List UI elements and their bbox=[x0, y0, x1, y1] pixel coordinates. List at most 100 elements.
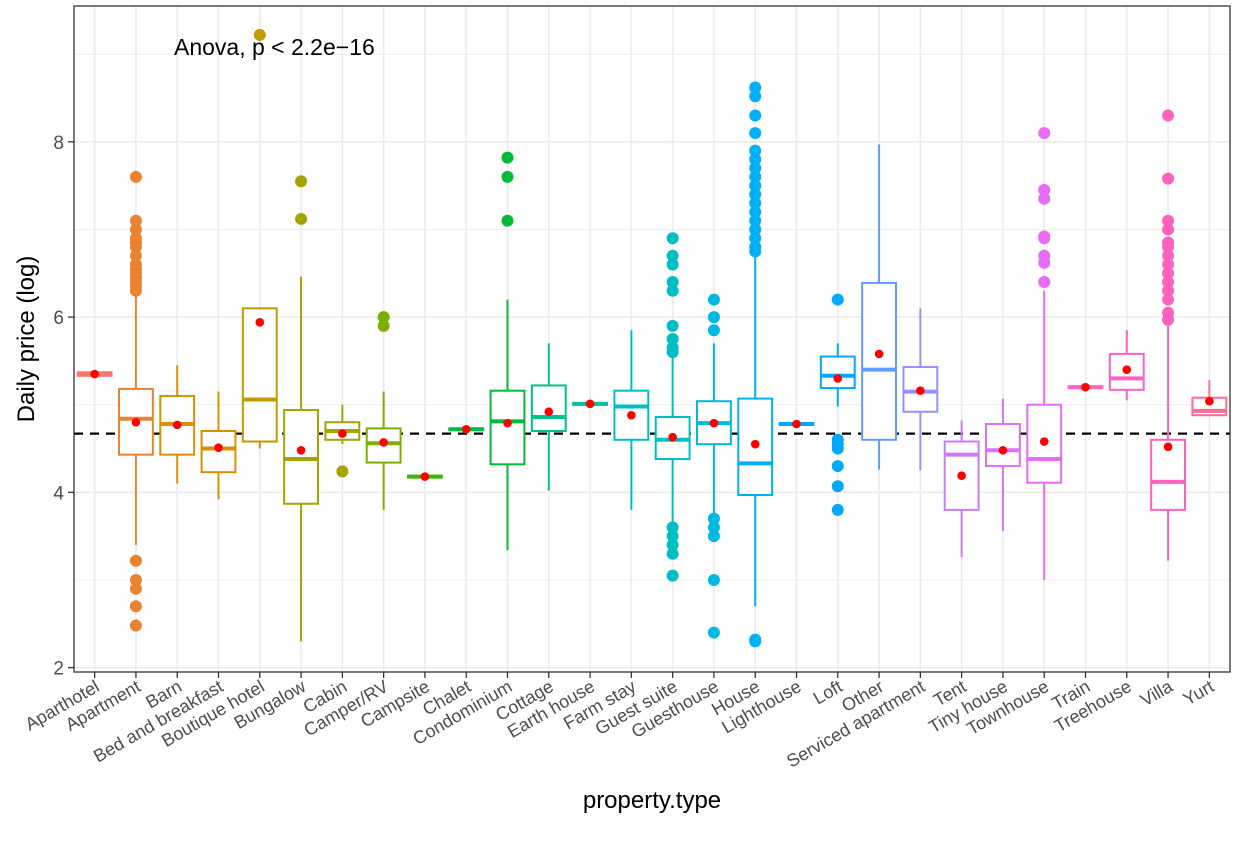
mean-point bbox=[379, 438, 388, 447]
outlier-point bbox=[831, 293, 844, 306]
outlier-point bbox=[1038, 184, 1051, 197]
y-tick-label: 4 bbox=[53, 483, 64, 504]
outlier-point bbox=[666, 249, 679, 262]
outlier-point bbox=[707, 512, 720, 525]
box-bungalow bbox=[283, 175, 319, 642]
mean-point bbox=[544, 407, 554, 417]
outlier-point bbox=[1162, 214, 1175, 227]
outlier-point bbox=[377, 319, 390, 332]
outlier-point bbox=[129, 582, 142, 595]
box-iqr bbox=[241, 307, 278, 443]
box-yurt bbox=[1191, 380, 1228, 417]
mean-point bbox=[957, 471, 966, 481]
outlier-point bbox=[129, 170, 142, 183]
outlier-point bbox=[749, 232, 762, 245]
outlier-point bbox=[831, 460, 844, 473]
outlier-point bbox=[295, 212, 308, 225]
outlier-point bbox=[749, 81, 762, 94]
y-tick-label: 8 bbox=[53, 133, 64, 154]
box-iqr bbox=[283, 408, 319, 505]
y-axis: 2 4 6 8 bbox=[53, 133, 74, 680]
outlier-point bbox=[129, 249, 142, 262]
outlier-point bbox=[295, 175, 308, 188]
outlier-point bbox=[749, 245, 762, 258]
box-tiny-house bbox=[985, 398, 1021, 531]
outlier-point bbox=[1162, 293, 1175, 306]
outlier-point bbox=[666, 538, 679, 551]
outlier-point bbox=[501, 151, 514, 164]
outlier-point bbox=[749, 635, 762, 648]
outlier-point bbox=[377, 311, 390, 324]
mean-point bbox=[1205, 396, 1214, 406]
box-cottage bbox=[530, 343, 567, 491]
outlier-point bbox=[749, 144, 762, 157]
y-axis-title: Daily price (log) bbox=[13, 256, 40, 423]
mean-point bbox=[709, 418, 719, 428]
outlier-point bbox=[749, 90, 762, 103]
box-house bbox=[737, 81, 774, 648]
outlier-point bbox=[749, 188, 762, 201]
mean-point bbox=[792, 419, 801, 429]
outlier-point bbox=[666, 569, 679, 582]
outlier-point bbox=[666, 346, 679, 359]
outlier-point bbox=[831, 442, 844, 455]
mean-point bbox=[668, 432, 677, 442]
box-condominium bbox=[489, 151, 526, 551]
outlier-point bbox=[1038, 127, 1051, 140]
box-treehouse bbox=[1108, 330, 1145, 401]
outlier-point bbox=[129, 600, 142, 613]
outlier-point bbox=[129, 284, 142, 297]
x-axis-title: property.type bbox=[583, 787, 721, 814]
outlier-point bbox=[666, 547, 679, 560]
mean-point bbox=[503, 418, 512, 428]
outlier-point bbox=[501, 214, 514, 227]
outlier-point bbox=[129, 240, 142, 253]
x-tick-label: Yurt bbox=[1180, 676, 1218, 709]
outlier-point bbox=[749, 197, 762, 210]
box-camper-rv bbox=[365, 311, 402, 510]
outlier-point bbox=[749, 223, 762, 236]
box-iqr bbox=[819, 355, 856, 390]
mean-point bbox=[1081, 382, 1090, 392]
outlier-point bbox=[129, 619, 142, 632]
outlier-point bbox=[666, 521, 679, 534]
mean-point bbox=[1122, 365, 1132, 374]
outlier-point bbox=[666, 258, 679, 271]
outlier-point bbox=[707, 530, 720, 543]
outlier-point bbox=[501, 170, 514, 183]
y-tick-label: 6 bbox=[53, 308, 64, 329]
box-iqr bbox=[985, 423, 1021, 468]
y-tick-label: 2 bbox=[53, 659, 64, 680]
box-townhouse bbox=[1026, 127, 1063, 580]
outlier-point bbox=[129, 554, 142, 567]
outlier-point bbox=[253, 28, 266, 41]
box-iqr bbox=[200, 430, 237, 474]
outlier-point bbox=[707, 311, 720, 324]
mean-point bbox=[1039, 437, 1049, 446]
outlier-point bbox=[707, 293, 720, 306]
outlier-point bbox=[1162, 276, 1175, 289]
outlier-point bbox=[1162, 240, 1175, 253]
outlier-point bbox=[666, 319, 679, 332]
outlier-point bbox=[1162, 249, 1175, 262]
outlier-point bbox=[666, 232, 679, 245]
outlier-point bbox=[1038, 256, 1051, 269]
outlier-point bbox=[749, 214, 762, 227]
mean-point bbox=[131, 417, 141, 427]
outlier-point bbox=[707, 573, 720, 586]
box-bed-and-breakfast bbox=[200, 391, 237, 500]
outlier-point bbox=[1038, 276, 1051, 289]
box-iqr bbox=[861, 281, 897, 441]
box-guesthouse bbox=[696, 293, 732, 639]
box-tent bbox=[943, 420, 980, 558]
outlier-point bbox=[707, 521, 720, 534]
outlier-point bbox=[129, 223, 142, 236]
mean-point bbox=[461, 424, 471, 434]
mean-point bbox=[585, 399, 595, 409]
mean-point bbox=[90, 369, 99, 379]
outlier-point bbox=[749, 109, 762, 122]
outlier-point bbox=[707, 324, 720, 337]
outlier-point bbox=[749, 179, 762, 192]
box-other bbox=[861, 144, 897, 470]
